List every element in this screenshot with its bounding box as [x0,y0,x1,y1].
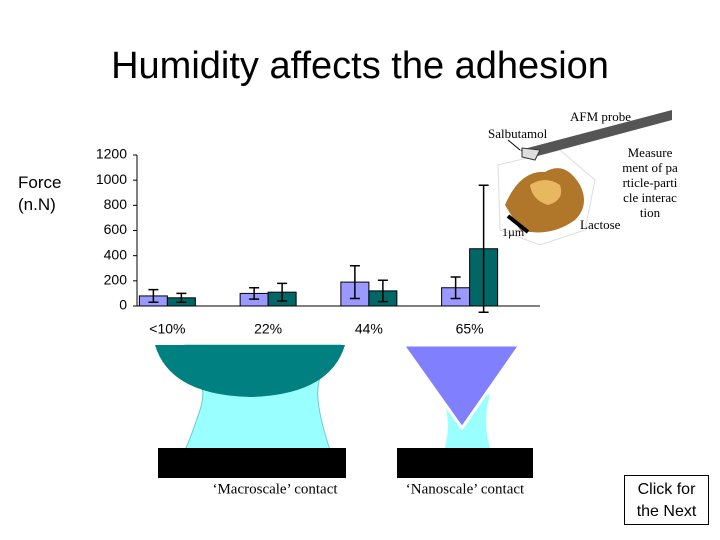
y-tick-label: 800 [104,196,128,212]
x-tick-label: 65% [456,321,484,337]
error-bar [148,288,159,303]
macroscale-diagram [155,344,346,478]
error-bar [277,282,288,302]
afm-label: AFM probe [570,109,631,124]
nanoscale-diagram [397,343,533,478]
diagram-caption: ‘Nanoscale’ contact [406,481,525,497]
afm-label: Lactose [580,217,621,232]
y-tick-label: 200 [104,272,128,288]
error-bar [349,264,360,300]
error-bar [377,279,388,303]
y-tick-label: 400 [104,246,128,262]
error-bar [450,276,461,300]
error-bar [249,287,260,300]
afm-label: Salbutamol [488,126,548,141]
diagram-caption: ‘Macroscale’ contact [212,481,338,497]
x-tick-label: 44% [355,321,383,337]
x-tick-label: <10% [149,321,185,337]
y-tick-label: 1000 [96,171,127,187]
afm-note: Measure ment of particle-particle intera… [622,145,678,220]
y-tick-label: 1200 [96,146,127,162]
y-axis-label: Force (n.N) [18,173,62,214]
y-tick-label: 600 [104,221,128,237]
error-bar [176,292,187,303]
y-tick-label: 0 [119,297,127,313]
error-bar [478,184,489,314]
next-button[interactable]: Click for the Next [624,475,709,525]
slide-title: Humidity affects the adhesion [111,45,609,87]
afm-image [497,110,672,246]
x-tick-label: 22% [254,321,282,337]
afm-label: 1µm [502,225,525,239]
